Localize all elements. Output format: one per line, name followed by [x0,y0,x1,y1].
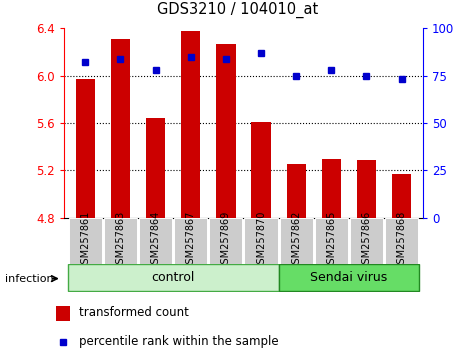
Bar [181,31,200,218]
Text: GSM257866: GSM257866 [361,211,371,270]
Bar [385,218,418,264]
Text: GSM257869: GSM257869 [221,211,231,270]
Text: GSM257870: GSM257870 [256,211,266,270]
Bar [139,218,172,264]
Text: GDS3210 / 104010_at: GDS3210 / 104010_at [157,2,318,18]
Text: control: control [152,272,195,284]
Text: transformed count: transformed count [79,306,189,319]
Bar [245,218,277,264]
Text: GSM257865: GSM257865 [326,211,336,270]
Bar [216,44,236,218]
Bar [56,306,70,321]
Bar [392,174,411,218]
Text: infection: infection [5,274,53,284]
Bar [104,218,137,264]
Bar [146,118,165,218]
Bar [111,39,130,218]
Text: GSM257861: GSM257861 [80,211,90,270]
Text: GSM257864: GSM257864 [151,211,161,270]
Text: GSM257867: GSM257867 [186,211,196,270]
Bar [251,122,271,218]
Bar [69,218,102,264]
Text: GSM257863: GSM257863 [115,211,125,270]
Text: percentile rank within the sample: percentile rank within the sample [79,336,278,348]
Bar [357,160,376,218]
Bar [279,264,419,291]
Bar [315,218,348,264]
Text: GSM257862: GSM257862 [291,211,301,270]
Bar [76,79,95,218]
Bar [280,218,313,264]
Text: GSM257868: GSM257868 [397,211,407,270]
Bar [174,218,207,264]
Bar [350,218,383,264]
Bar [67,264,279,291]
Bar [209,218,242,264]
Text: Sendai virus: Sendai virus [310,272,388,284]
Bar [322,159,341,218]
Bar [286,165,306,218]
